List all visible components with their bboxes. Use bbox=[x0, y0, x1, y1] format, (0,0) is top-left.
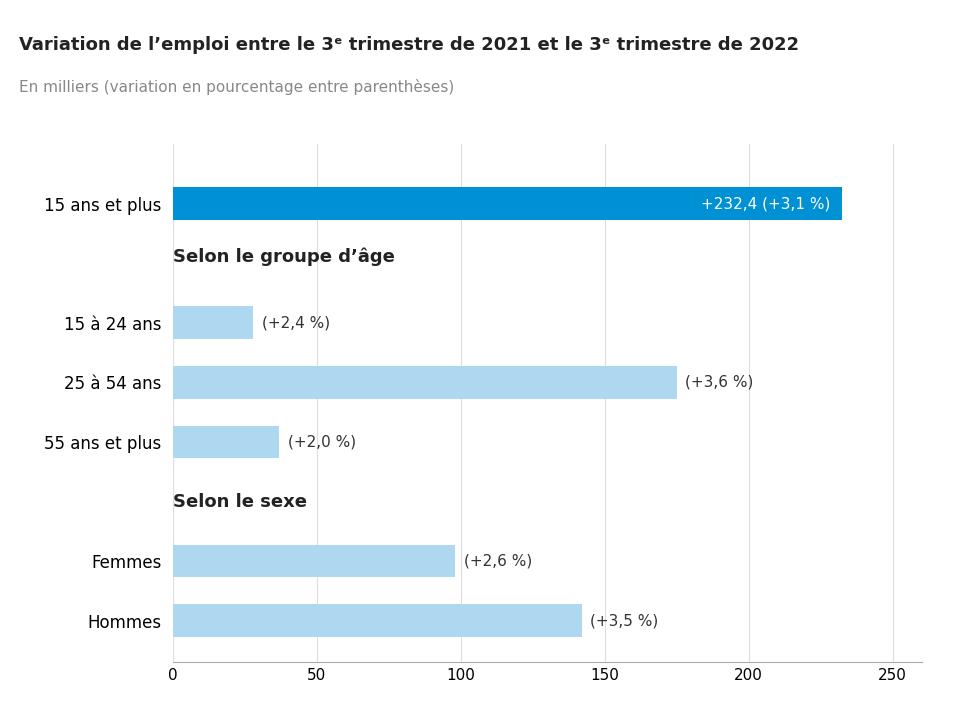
Text: (+2,0 %): (+2,0 %) bbox=[288, 434, 356, 449]
Text: (+2,6 %): (+2,6 %) bbox=[464, 554, 532, 569]
Bar bbox=[173, 426, 279, 459]
Text: (+3,6 %): (+3,6 %) bbox=[685, 375, 754, 390]
Bar bbox=[173, 307, 253, 339]
Text: Variation de l’emploi entre le 3ᵉ trimestre de 2021 et le 3ᵉ trimestre de 2022: Variation de l’emploi entre le 3ᵉ trimes… bbox=[19, 36, 800, 54]
Text: (+2,4 %): (+2,4 %) bbox=[262, 315, 330, 330]
Text: (+3,5 %): (+3,5 %) bbox=[590, 613, 659, 628]
Bar bbox=[173, 187, 842, 220]
Bar bbox=[173, 604, 582, 637]
Text: Selon le sexe: Selon le sexe bbox=[173, 492, 307, 510]
Text: En milliers (variation en pourcentage entre parenthèses): En milliers (variation en pourcentage en… bbox=[19, 79, 454, 95]
Bar bbox=[173, 366, 677, 399]
Bar bbox=[173, 545, 455, 577]
Text: +232,4 (+3,1 %): +232,4 (+3,1 %) bbox=[701, 196, 830, 211]
Text: Selon le groupe d’âge: Selon le groupe d’âge bbox=[173, 248, 395, 266]
